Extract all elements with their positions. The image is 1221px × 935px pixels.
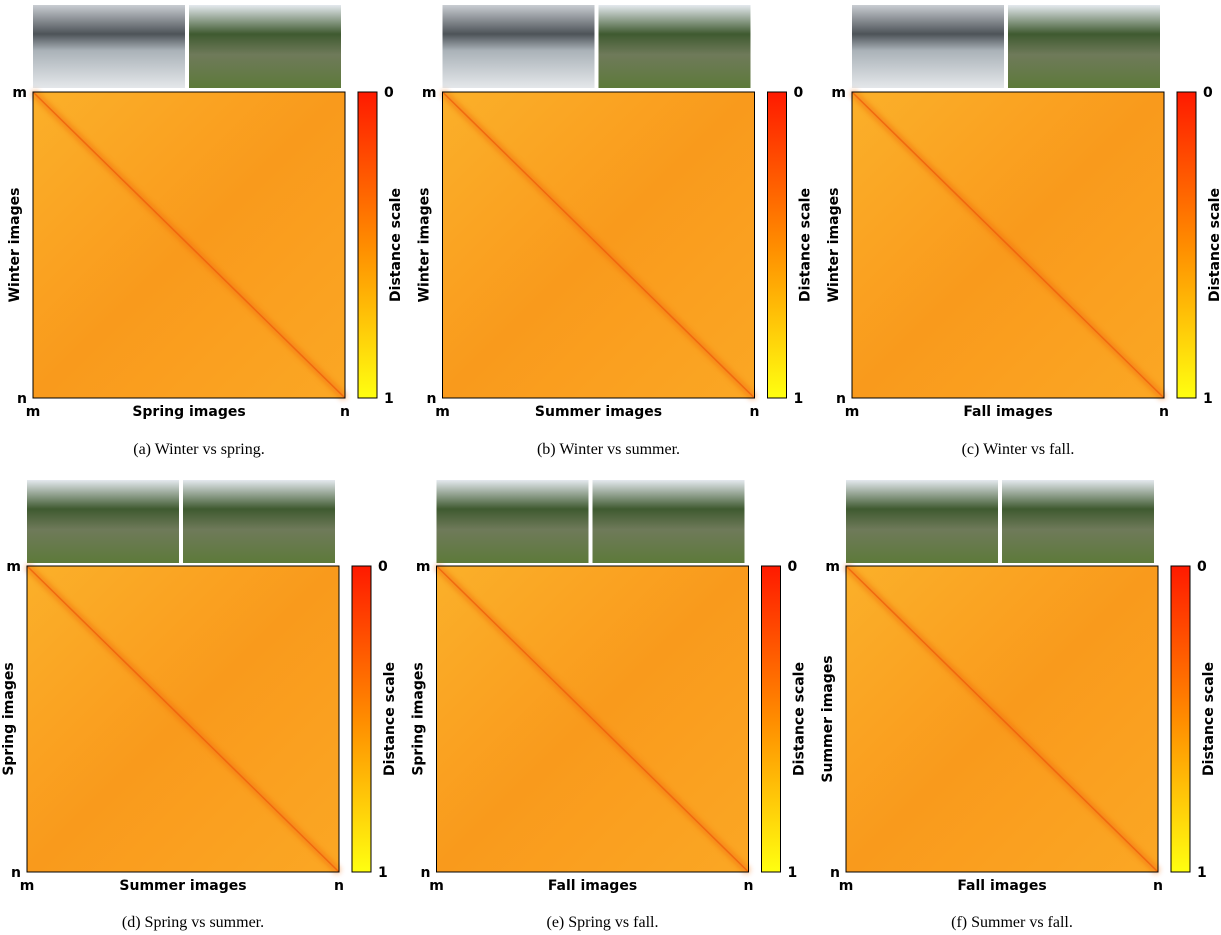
heatmap-frame xyxy=(845,565,1159,873)
x-axis-label: Fall images xyxy=(963,404,1052,420)
colorbar-tick-label: 0 xyxy=(1203,85,1213,101)
photo xyxy=(846,480,998,563)
y-tick-label: n xyxy=(427,391,437,407)
colorbar-tick-label: 0 xyxy=(384,85,394,101)
x-tick-label: n xyxy=(1153,878,1163,894)
y-tick-label: m xyxy=(825,559,840,575)
colorbar-label: Distance scale xyxy=(1201,662,1217,776)
photo xyxy=(852,5,1004,88)
y-tick-label: m xyxy=(6,559,21,575)
colorbar-tick-label: 1 xyxy=(794,391,804,407)
y-tick-label: n xyxy=(421,865,431,881)
caption: (a) Winter vs spring. xyxy=(133,441,264,458)
colorbar-tick-label: 0 xyxy=(1197,559,1207,575)
colorbar xyxy=(1170,565,1191,873)
x-tick-label: n xyxy=(334,878,344,894)
colorbar xyxy=(351,565,372,873)
y-tick-label: m xyxy=(416,559,431,575)
photo xyxy=(436,480,589,563)
photo xyxy=(183,480,335,563)
colorbar-label: Distance scale xyxy=(388,188,404,302)
x-tick-label: m xyxy=(435,404,450,420)
x-tick-label: m xyxy=(839,878,854,894)
photo xyxy=(27,480,179,563)
y-axis-label: Summer images xyxy=(820,655,836,782)
heatmap-diagonal xyxy=(851,91,1165,399)
colorbar xyxy=(1176,91,1197,399)
y-tick-label: n xyxy=(836,391,846,407)
colorbar-tick-label: 1 xyxy=(384,391,394,407)
x-axis-label: Fall images xyxy=(548,878,637,894)
heatmap-diagonal xyxy=(441,91,756,399)
colorbar xyxy=(761,565,781,873)
x-axis-label: Summer images xyxy=(119,878,246,894)
y-axis-label: Winter images xyxy=(417,188,433,303)
y-axis-label: Spring images xyxy=(411,662,427,775)
colorbar-tick-label: 1 xyxy=(378,865,388,881)
heatmap-frame xyxy=(26,565,340,873)
x-axis-label: Spring images xyxy=(132,404,245,420)
x-axis-label: Fall images xyxy=(957,878,1046,894)
x-tick-label: m xyxy=(845,404,860,420)
colorbar-tick-label: 0 xyxy=(794,85,804,101)
colorbar-tick-label: 0 xyxy=(788,559,798,575)
photo xyxy=(598,5,751,88)
photo xyxy=(33,5,185,88)
y-tick-label: n xyxy=(11,865,21,881)
heatmap-frame xyxy=(851,91,1165,399)
caption: (c) Winter vs fall. xyxy=(962,441,1075,458)
x-tick-label: m xyxy=(20,878,35,894)
photo xyxy=(1008,5,1160,88)
colorbar-label: Distance scale xyxy=(382,662,398,776)
x-tick-label: m xyxy=(26,404,41,420)
caption: (f) Summer vs fall. xyxy=(951,914,1073,931)
colorbar-label: Distance scale xyxy=(1207,188,1221,302)
caption: (d) Spring vs summer. xyxy=(122,914,264,931)
y-axis-label: Spring images xyxy=(1,662,17,775)
colorbar-tick-label: 0 xyxy=(378,559,388,575)
photo xyxy=(442,5,595,88)
heatmap-diagonal xyxy=(26,565,340,873)
photo xyxy=(1002,480,1154,563)
heatmap-diagonal xyxy=(845,565,1159,873)
y-tick-label: m xyxy=(831,85,846,101)
caption: (b) Winter vs summer. xyxy=(537,441,680,458)
y-tick-label: m xyxy=(12,85,27,101)
colorbar-tick-label: 1 xyxy=(1203,391,1213,407)
x-tick-label: m xyxy=(429,878,444,894)
y-axis-label: Winter images xyxy=(826,188,842,303)
photo xyxy=(189,5,341,88)
x-tick-label: n xyxy=(744,878,754,894)
colorbar xyxy=(767,91,787,399)
caption: (e) Spring vs fall. xyxy=(547,914,659,931)
heatmap-diagonal xyxy=(435,565,750,873)
x-tick-label: n xyxy=(1159,404,1169,420)
heatmap-frame xyxy=(436,565,749,873)
x-tick-label: n xyxy=(340,404,350,420)
colorbar-tick-label: 1 xyxy=(788,865,798,881)
heatmap-frame xyxy=(442,91,755,399)
colorbar xyxy=(357,91,378,399)
x-axis-label: Summer images xyxy=(535,404,662,420)
colorbar-tick-label: 1 xyxy=(1197,865,1207,881)
photo xyxy=(592,480,745,563)
heatmap-frame xyxy=(32,91,346,399)
colorbar-label: Distance scale xyxy=(792,662,808,776)
colorbar-label: Distance scale xyxy=(798,188,814,302)
y-axis-label: Winter images xyxy=(7,188,23,303)
y-tick-label: n xyxy=(17,391,27,407)
x-tick-label: n xyxy=(750,404,760,420)
y-tick-label: m xyxy=(422,85,437,101)
heatmap-diagonal xyxy=(32,91,346,399)
y-tick-label: n xyxy=(830,865,840,881)
